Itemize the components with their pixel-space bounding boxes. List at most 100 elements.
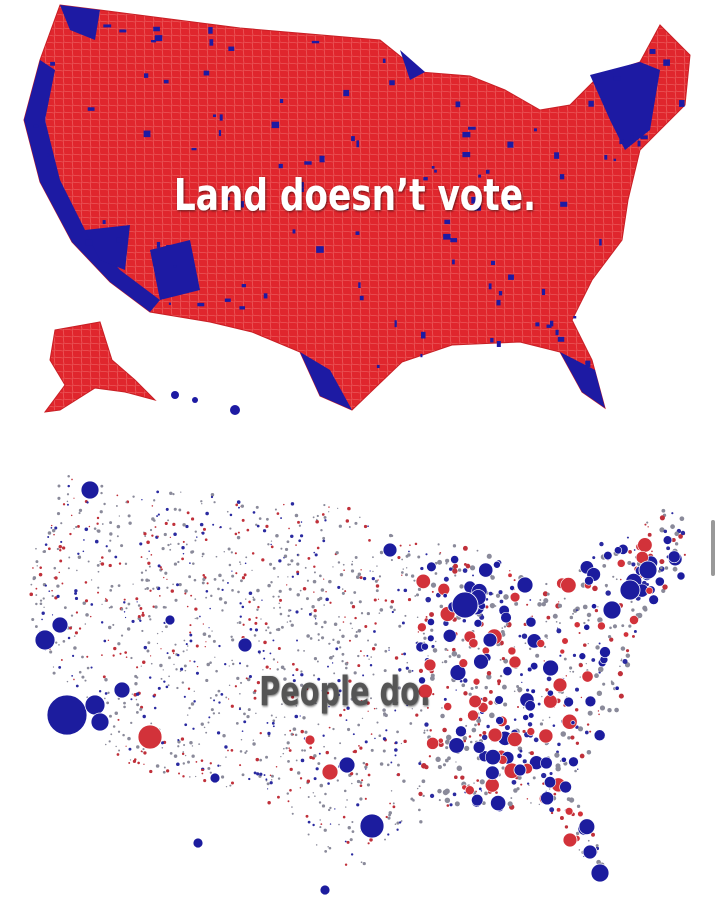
county-dot xyxy=(282,752,285,755)
county-dot xyxy=(666,546,671,551)
county-dot xyxy=(277,661,279,663)
blue-county xyxy=(560,201,568,207)
county-dot xyxy=(60,540,63,544)
county-dot xyxy=(245,598,247,600)
county-dot xyxy=(300,670,303,673)
blue-county xyxy=(604,154,608,160)
county-dot xyxy=(52,666,55,668)
county-dot xyxy=(182,553,185,555)
county-dot xyxy=(609,637,614,642)
county-dot xyxy=(140,556,143,558)
county-dot xyxy=(549,771,553,776)
county-dot xyxy=(201,772,204,775)
county-dot xyxy=(364,765,368,769)
county-dot xyxy=(313,565,316,568)
county-dot xyxy=(583,621,586,625)
county-dot xyxy=(136,745,140,749)
county-dot xyxy=(307,820,311,824)
county-dot xyxy=(134,674,138,678)
county-bubble xyxy=(513,763,527,777)
county-dot xyxy=(104,678,108,682)
blue-county xyxy=(116,237,123,243)
county-dot xyxy=(125,501,128,504)
county-dot xyxy=(375,707,378,710)
county-dot xyxy=(66,680,69,683)
county-dot xyxy=(265,755,269,759)
county-dot xyxy=(193,700,196,703)
county-bubble xyxy=(382,542,398,558)
county-dot xyxy=(100,484,104,488)
county-dot xyxy=(169,543,172,545)
county-dot xyxy=(317,677,321,681)
county-dot xyxy=(176,686,179,690)
county-dot xyxy=(202,623,205,625)
county-dot xyxy=(256,681,261,685)
county-dot xyxy=(361,717,364,720)
county-dot xyxy=(73,678,75,681)
county-dot xyxy=(82,601,86,605)
county-dot xyxy=(418,762,422,766)
county-dot xyxy=(333,672,336,675)
county-dot xyxy=(143,532,147,536)
county-dot xyxy=(598,713,600,716)
county-dot xyxy=(582,643,587,647)
county-dot xyxy=(337,693,340,697)
county-dot xyxy=(44,584,47,587)
county-dot xyxy=(327,782,330,785)
county-dot xyxy=(486,724,490,729)
county-dot xyxy=(294,714,299,719)
blue-county xyxy=(559,174,565,180)
county-dot xyxy=(563,696,574,708)
county-dot xyxy=(568,797,575,803)
county-dot xyxy=(230,551,233,554)
county-dot xyxy=(481,734,488,741)
county-dot xyxy=(203,726,206,729)
county-dot xyxy=(322,734,325,737)
county-dot xyxy=(444,647,448,651)
county-dot xyxy=(419,820,423,824)
county-dot xyxy=(460,775,465,780)
county-dot xyxy=(477,722,481,726)
county-dot xyxy=(312,823,315,827)
county-dot xyxy=(377,598,380,600)
county-dot xyxy=(149,589,152,592)
county-dot xyxy=(599,541,604,547)
blue-county xyxy=(434,169,437,173)
county-dot xyxy=(443,697,447,701)
county-dot xyxy=(108,606,111,609)
county-dot xyxy=(202,527,206,531)
county-dot xyxy=(563,657,567,661)
county-dot xyxy=(438,553,441,555)
county-dot xyxy=(387,816,391,820)
county-dot xyxy=(239,561,241,564)
county-dot xyxy=(349,838,353,842)
county-dot xyxy=(150,662,153,665)
county-dot xyxy=(631,562,636,567)
county-dot xyxy=(56,594,60,598)
county-dot xyxy=(501,766,505,770)
blue-county xyxy=(304,161,312,165)
county-dot xyxy=(674,531,679,537)
county-dot xyxy=(402,779,406,783)
county-dot xyxy=(220,693,224,696)
county-dot xyxy=(287,694,289,697)
county-dot xyxy=(183,664,187,668)
bubble-map xyxy=(29,475,686,896)
county-dot xyxy=(334,808,336,810)
blue-county xyxy=(343,89,350,97)
county-dot xyxy=(182,540,185,543)
county-dot xyxy=(168,675,170,678)
county-dot xyxy=(527,666,533,673)
county-dot xyxy=(237,590,240,594)
county-dot xyxy=(90,579,93,581)
county-dot xyxy=(345,719,348,722)
county-dot xyxy=(484,685,488,690)
county-dot xyxy=(372,570,374,573)
county-dot xyxy=(355,630,358,634)
county-dot xyxy=(75,684,79,688)
county-dot xyxy=(149,655,152,657)
county-dot xyxy=(261,599,263,601)
county-dot xyxy=(517,687,523,693)
county-dot xyxy=(441,707,443,709)
county-dot xyxy=(556,627,559,629)
